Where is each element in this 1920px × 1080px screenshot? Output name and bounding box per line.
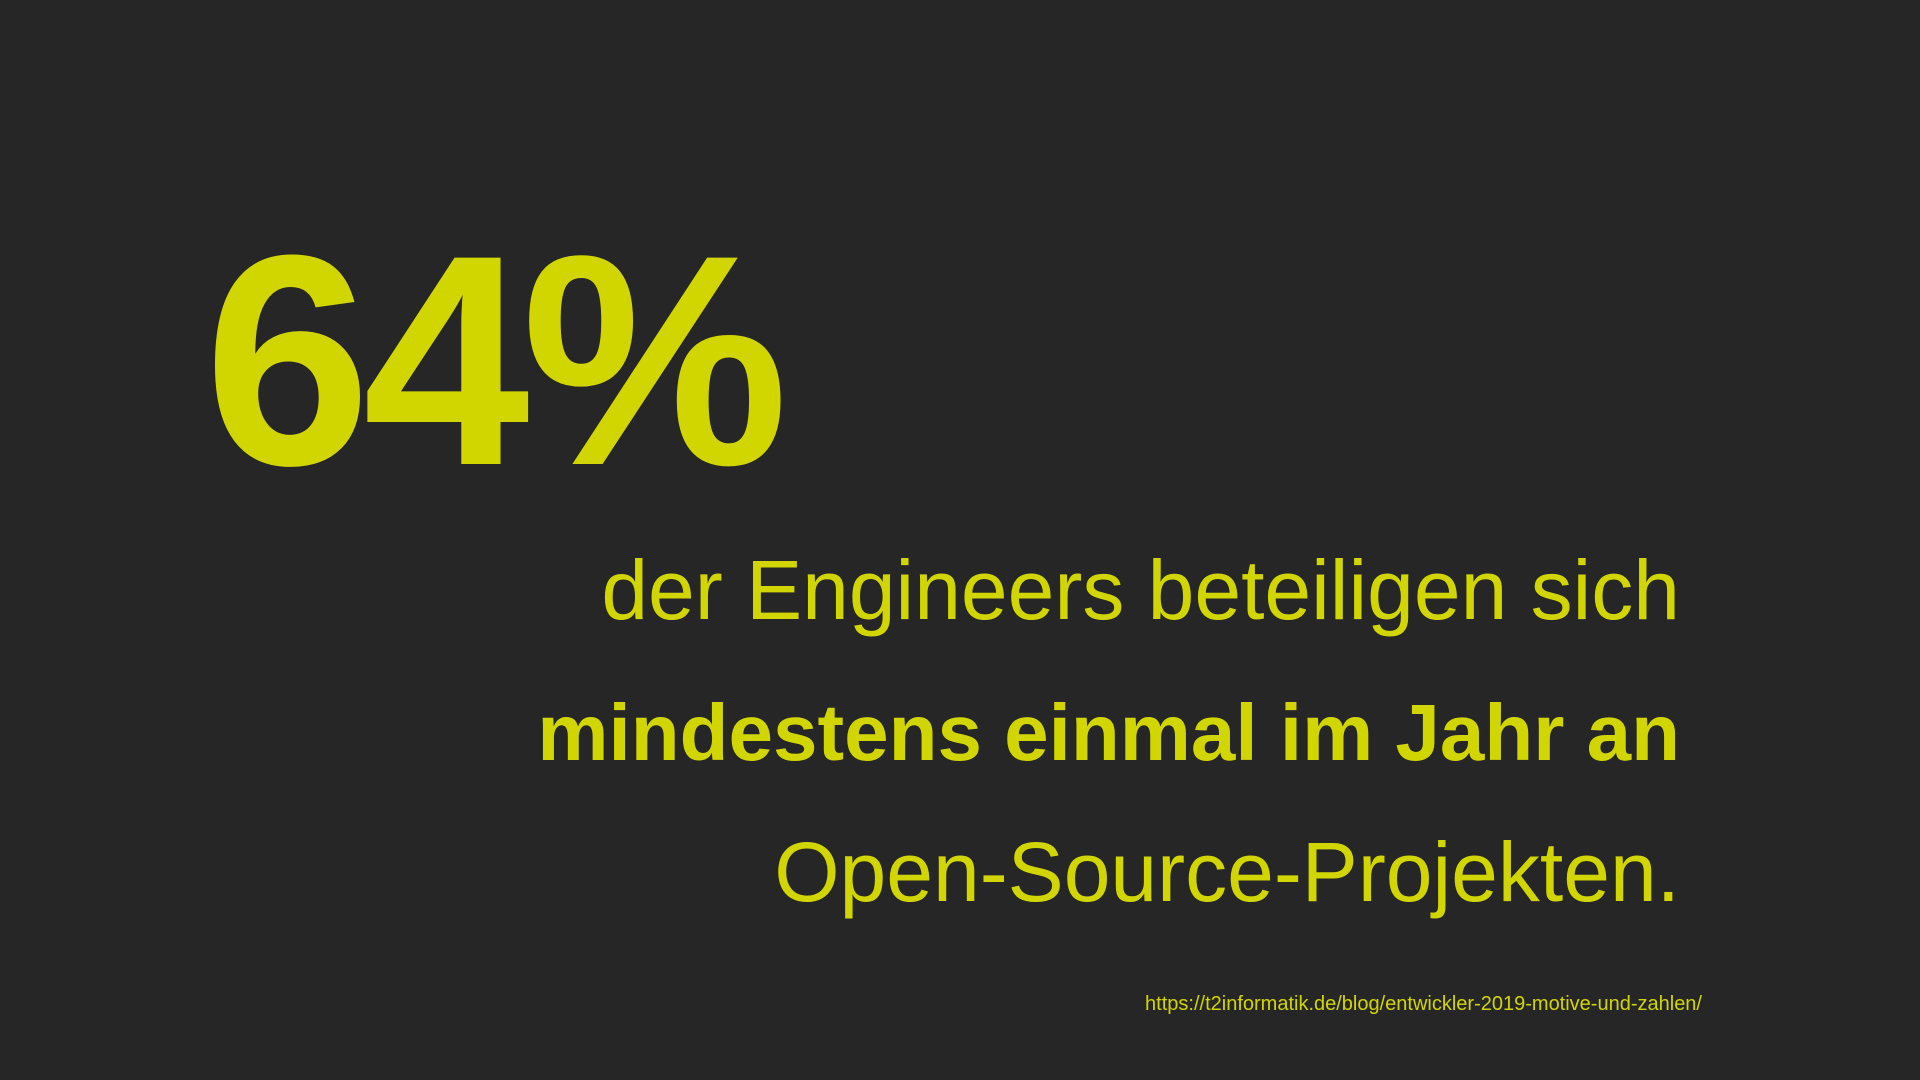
- text-line: der Engineers beteiligen sich: [601, 543, 1680, 637]
- text-line: Open-Source-Projekten.: [774, 825, 1680, 919]
- source-url: https://t2informatik.de/blog/entwickler-…: [1145, 993, 1702, 1015]
- text-line-bold: mindestens einmal im Jahr an: [537, 688, 1680, 777]
- headline: 64%: [204, 192, 788, 528]
